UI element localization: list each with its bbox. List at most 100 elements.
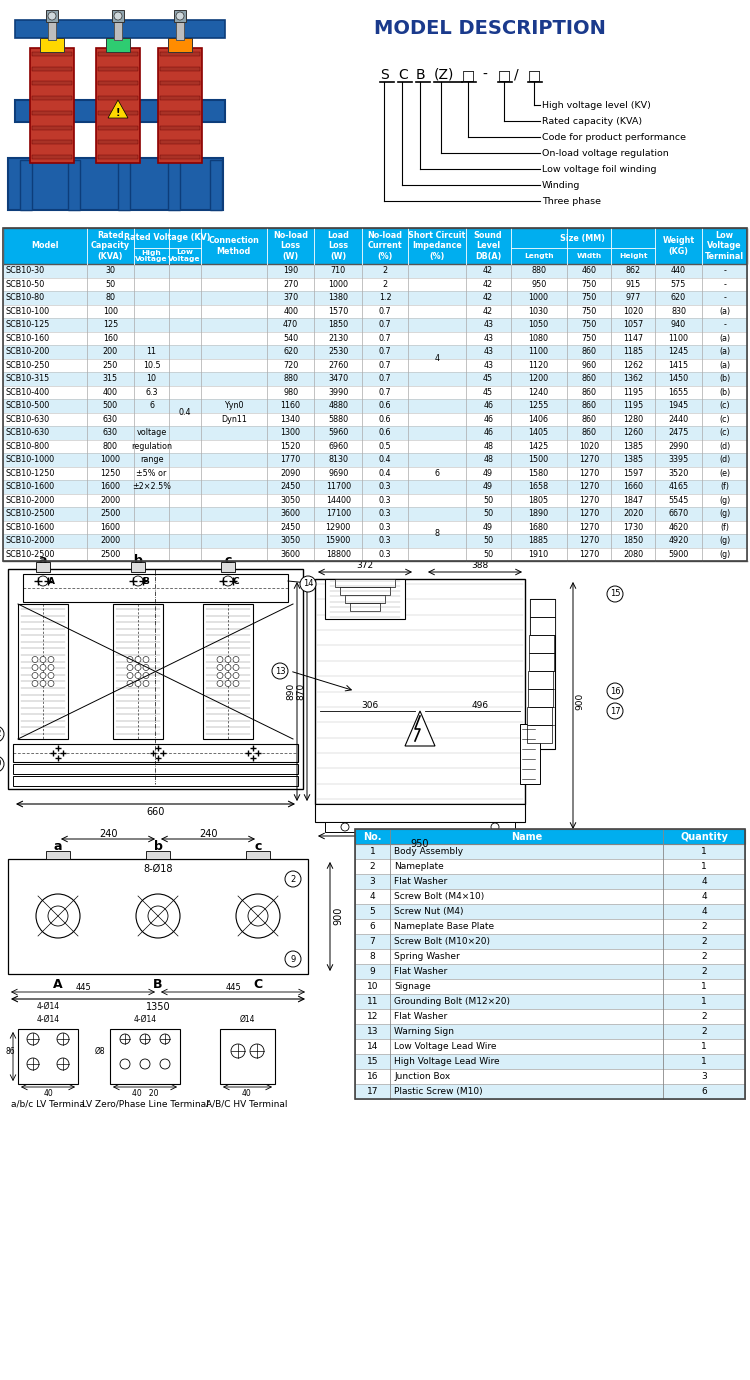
Text: 1270: 1270 [579,495,599,505]
Text: 860: 860 [581,415,596,424]
Text: Height: Height [619,253,647,259]
Text: (a): (a) [719,334,730,342]
Bar [160,97,200,101]
Bar [527,689,553,707]
Text: 6: 6 [701,1087,707,1096]
Text: High Voltage Lead Wire: High Voltage Lead Wire [394,1057,500,1065]
Text: (a): (a) [719,360,730,370]
Circle shape [127,657,133,662]
Text: A: A [53,977,63,991]
Text: 49: 49 [483,482,494,491]
Text: 15: 15 [367,1057,378,1065]
Text: 4: 4 [434,355,439,363]
Circle shape [225,680,231,686]
Bar [527,707,552,725]
Bar [3,291,747,305]
Text: High voltage level (KV): High voltage level (KV) [542,101,651,109]
Bar [530,617,554,635]
Text: 890: 890 [286,682,296,700]
Text: 0.3: 0.3 [379,537,392,545]
Bar [355,1039,745,1054]
Text: 4: 4 [701,891,706,901]
Text: a: a [39,555,47,567]
Bar [355,934,745,949]
Text: Quantity: Quantity [680,832,728,842]
Text: Low voltage foil winding: Low voltage foil winding [542,164,656,174]
Text: 9: 9 [370,967,376,976]
Text: 830: 830 [671,306,686,316]
Text: Flat Washer: Flat Washer [394,1012,447,1021]
Text: 1885: 1885 [529,537,549,545]
Text: 1270: 1270 [579,509,599,519]
Bar [3,317,747,331]
Text: SCB10-1250: SCB10-1250 [5,469,54,477]
Text: 388: 388 [471,560,489,570]
Bar [13,776,298,787]
Text: 440: 440 [671,266,686,275]
Text: 1350: 1350 [146,1002,170,1012]
Bar [98,52,138,57]
Text: No.: No. [363,832,382,842]
Bar [246,851,270,858]
Bar [30,48,74,163]
Text: 12: 12 [367,1012,378,1021]
Text: -: - [723,294,726,302]
Text: c: c [224,555,232,567]
Text: 0.3: 0.3 [379,509,392,519]
Text: 1: 1 [370,847,376,856]
Circle shape [223,575,233,586]
Text: 42: 42 [483,266,494,275]
Bar [160,66,200,70]
Text: 11: 11 [146,348,157,356]
Text: B: B [153,977,163,991]
Text: 42: 42 [483,280,494,288]
Text: 1: 1 [701,847,707,856]
Text: 1450: 1450 [668,374,688,384]
Text: 3050: 3050 [280,495,301,505]
Text: 10.5: 10.5 [142,360,160,370]
Bar [13,765,298,774]
Bar [3,480,747,494]
Circle shape [160,1058,170,1070]
Bar [3,520,747,534]
Text: 50: 50 [483,495,494,505]
Circle shape [135,672,141,679]
Circle shape [120,1034,130,1045]
Bar [174,10,186,22]
Text: 1385: 1385 [623,442,644,451]
Bar [118,160,130,210]
Text: 3990: 3990 [328,388,348,397]
Bar [168,160,180,210]
Bar [203,604,253,740]
Text: 12900: 12900 [326,523,351,531]
Bar [32,66,72,70]
Text: SCB10-800: SCB10-800 [5,442,50,451]
Text: 45: 45 [483,388,494,397]
Text: 6: 6 [370,922,376,932]
Text: 1406: 1406 [529,415,549,424]
Text: 1020: 1020 [623,306,644,316]
Circle shape [114,12,122,19]
Text: b: b [134,555,142,567]
Text: SCB10-160: SCB10-160 [5,334,50,342]
Text: 5545: 5545 [668,495,688,505]
Text: 46: 46 [483,415,494,424]
Circle shape [341,822,349,831]
Text: 750: 750 [581,334,597,342]
Bar [355,829,745,845]
Text: Size (MM): Size (MM) [560,233,605,243]
Text: 4: 4 [701,878,706,886]
Circle shape [160,1034,170,1045]
Text: 0.5: 0.5 [379,442,392,451]
Bar [160,126,200,130]
Circle shape [48,12,56,19]
Text: 1: 1 [701,1042,707,1052]
Text: 3395: 3395 [668,455,688,464]
Bar [176,22,184,40]
Text: 86: 86 [5,1046,15,1056]
Text: (g): (g) [719,509,730,519]
Text: 1680: 1680 [529,523,549,531]
Bar [340,586,390,595]
Bar [32,110,72,115]
Text: 445: 445 [75,984,91,992]
